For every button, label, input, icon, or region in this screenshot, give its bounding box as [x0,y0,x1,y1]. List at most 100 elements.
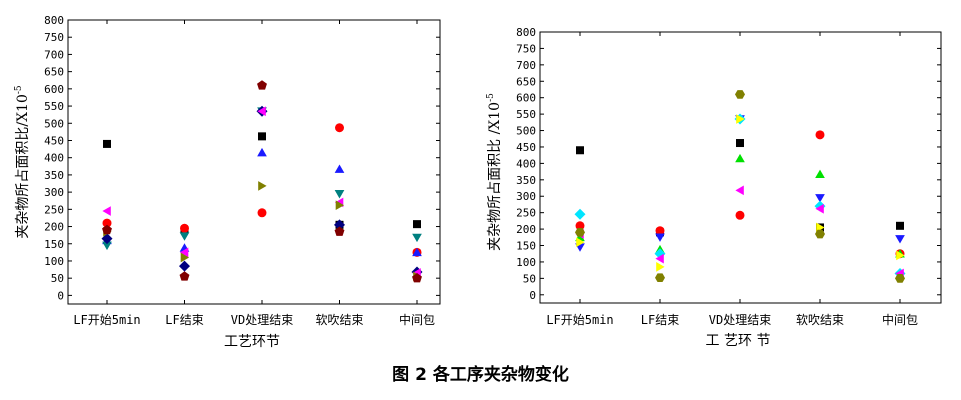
y-tick-label: 150 [516,240,536,253]
y-tick-label: 250 [516,207,536,220]
y-tick-label: 700 [516,59,536,72]
y-axis-title-exponent: -5 [486,93,496,102]
data-point [735,90,745,99]
data-point [656,262,665,272]
data-point [179,232,190,241]
y-tick-label: 550 [516,108,536,121]
chart-panel-right: 0 50 100 150 200 250 300 350 400 450 500 550 600 650 7… [480,0,961,360]
x-tick-label: 软吹结束 [315,313,363,327]
y-tick-label: 200 [44,221,64,234]
y-tick-label: 750 [44,31,64,44]
y-axis-title-exponent: -5 [14,85,24,94]
y-tick-label: 400 [516,157,536,170]
data-point [815,169,825,179]
data-point [179,260,190,272]
x-axis-title: 工 艺环 节 [706,333,771,349]
chart-panel-left: 0 50 100 150 200 250 300 350 400 450 500 550 600 650 7… [0,0,470,360]
data-point [102,241,112,251]
data-point [735,153,745,163]
y-tick-label: 500 [516,125,536,138]
y-tick-label: 450 [44,134,64,147]
x-tick-label: VD处理结束 [709,313,771,327]
data-point [574,208,586,220]
data-point [413,220,421,229]
y-tick-label: 250 [44,203,64,216]
y-tick-label: 150 [44,238,64,251]
data-point [102,218,112,228]
x-tick-label: 中间包 [882,312,918,327]
y-tick-label: 500 [44,117,64,130]
data-point [334,219,345,231]
data-point [655,226,665,236]
data-point [655,233,665,242]
data-point [258,132,266,141]
y-tick-label: 450 [516,141,536,154]
data-point [576,237,585,248]
y-tick-label: 350 [44,169,64,182]
data-point [180,223,189,233]
x-tick-label: LF开始5min [73,313,140,327]
y-tick-label: 100 [516,256,536,269]
data-point [654,248,666,260]
data-point [735,185,744,196]
y-tick-label: 50 [51,272,64,285]
plot-frame [67,19,441,305]
y-tick-label: 800 [44,14,64,27]
x-tick-label: LF结束 [641,313,679,327]
data-point [335,123,344,133]
data-point [102,224,112,235]
y-tick-label: 600 [516,92,536,105]
y-tick-label: 0 [57,289,64,302]
data-point [655,273,665,283]
data-point [412,233,422,243]
data-point [257,208,267,218]
data-point [257,80,267,90]
y-tick-label: 550 [44,100,64,113]
x-tick-label: 软吹结束 [796,313,844,327]
data-point [896,250,905,261]
data-point [103,139,111,148]
plot-frame [539,31,942,304]
y-tick-label: 650 [516,75,536,88]
data-point [896,221,904,230]
data-point [895,274,905,283]
x-tick-label: 中间包 [399,312,435,327]
data-point [736,114,745,124]
data-point [815,229,825,239]
x-tick-label: VD处理结束 [231,313,293,327]
data-point [736,139,744,148]
data-point [815,194,825,203]
y-tick-label: 750 [516,42,536,55]
data-point [258,181,267,191]
data-point [735,210,745,220]
y-tick-label: 600 [44,83,64,96]
data-point [257,106,266,117]
data-point [179,271,190,281]
y-tick-label: 200 [516,223,536,236]
chart-right-svg: 0 50 100 150 200 250 300 350 400 450 500 550 600 650 7… [486,26,942,349]
data-point [102,206,111,216]
y-tick-label: 800 [516,26,536,39]
data-point [334,226,345,236]
y-tick-label: 650 [44,66,64,79]
data-point [334,190,345,199]
data-point [412,272,422,283]
y-tick-label: 100 [44,255,64,268]
chart-left-svg: 0 50 100 150 200 250 300 350 400 450 500 550 600 650 7… [14,14,441,350]
y-axis-title: 夹杂物所占面积比 /X10-5 [486,93,503,251]
data-point [412,247,422,257]
y-tick-label: 50 [523,272,536,285]
y-tick-label: 300 [44,186,64,199]
data-point [335,200,345,211]
data-point [179,247,189,258]
data-point [576,146,584,155]
y-tick-label: 300 [516,190,536,203]
data-point [334,164,345,173]
x-axis-title: 工艺环节 [224,334,280,350]
figure-caption: 图 2 各工序夹杂物变化 [392,365,569,385]
x-tick-label: LF开始5min [546,313,613,327]
data-point [655,253,664,264]
data-point [180,252,190,263]
y-tick-label: 700 [44,48,64,61]
